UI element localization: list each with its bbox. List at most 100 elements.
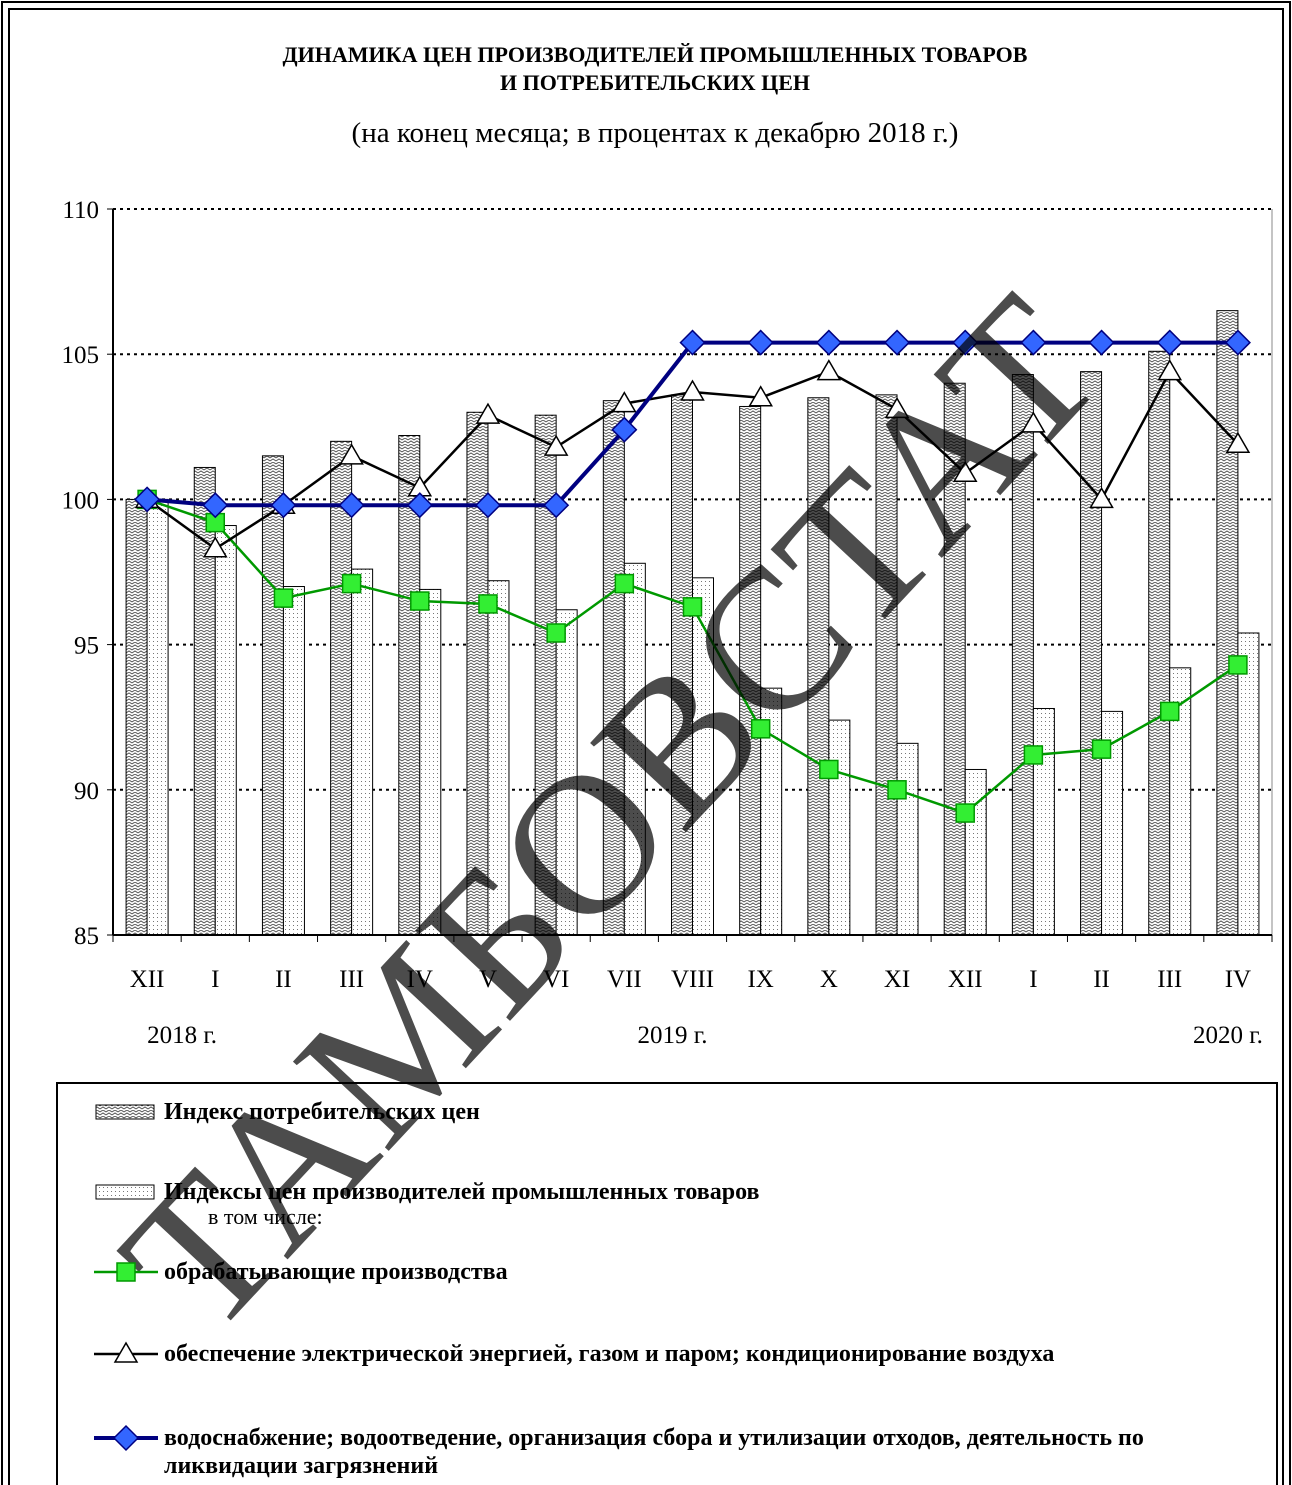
marker <box>339 443 364 465</box>
marker <box>614 573 635 594</box>
x-tick-label: VIII <box>671 966 714 993</box>
y-tick-label: 90 <box>74 778 99 805</box>
year-label: 2019 г. <box>638 1022 708 1049</box>
legend-swatch <box>94 1424 158 1452</box>
marker <box>113 1341 139 1363</box>
marker <box>1020 329 1047 356</box>
x-tick-label: I <box>211 966 219 993</box>
x-tick-label: V <box>479 966 497 993</box>
x-tick-label: IX <box>747 966 773 993</box>
marker <box>273 588 294 608</box>
marker <box>883 329 911 356</box>
bar <box>1032 707 1055 936</box>
bar <box>214 525 237 936</box>
x-tick-label: III <box>339 966 364 993</box>
marker <box>612 391 637 413</box>
x-tick-label: IV <box>407 966 433 993</box>
legend-swatch <box>95 1184 155 1200</box>
marker <box>682 597 703 617</box>
marker <box>1091 739 1112 759</box>
frame <box>8 8 1284 1485</box>
marker <box>270 492 297 519</box>
legend-label: обрабатывающие производства <box>164 1259 508 1285</box>
x-tick-label: VII <box>607 966 642 993</box>
bar <box>193 466 216 936</box>
marker <box>955 803 975 823</box>
year-label: 2018 г. <box>147 1022 217 1049</box>
x-tick-label: IV <box>1225 966 1251 993</box>
marker <box>748 385 773 407</box>
marker <box>1159 701 1180 722</box>
marker <box>134 486 161 513</box>
x-tick-label: XI <box>884 966 910 993</box>
marker <box>474 492 502 519</box>
marker <box>475 402 501 424</box>
marker <box>410 591 430 611</box>
x-tick-label: XII <box>130 966 165 993</box>
legend-swatch <box>94 1341 158 1363</box>
bar <box>125 498 148 936</box>
marker <box>1157 359 1183 381</box>
bar <box>1216 310 1239 936</box>
marker <box>816 359 842 381</box>
chart-subtitle: (на конец месяца; в процентах к декабрю … <box>352 117 959 149</box>
chart-title: И ПОТРЕБИТЕЛЬСКИХ ЦЕН <box>500 70 810 95</box>
marker <box>1228 655 1248 675</box>
marker <box>338 492 365 519</box>
marker <box>1224 329 1251 356</box>
x-tick-label: I <box>1029 966 1037 993</box>
marker <box>1089 486 1114 509</box>
bar <box>896 742 919 936</box>
bar <box>1237 632 1260 936</box>
legend-swatch <box>95 1184 155 1200</box>
bar <box>351 568 374 936</box>
marker <box>202 536 228 558</box>
legend-label: Индексы цен производителей промышленных … <box>164 1179 760 1205</box>
legend-label: водоснабжение; водоотведение, организаци… <box>164 1425 1144 1479</box>
marker <box>679 329 706 356</box>
x-tick-label: VI <box>543 966 569 993</box>
legend-label: обеспечение электрической энергией, газо… <box>164 1341 1055 1367</box>
y-tick-label: 110 <box>62 197 99 224</box>
legend-entry: водоснабжение; водоотведение, организаци… <box>94 1424 1244 1480</box>
x-tick-label: X <box>820 966 838 993</box>
marker <box>1023 745 1044 765</box>
legend-entry: обеспечение электрической энергией, газо… <box>94 1340 1244 1368</box>
marker <box>819 759 839 780</box>
marker <box>543 492 570 519</box>
marker <box>1225 431 1251 453</box>
marker <box>1088 329 1115 356</box>
marker <box>406 492 433 519</box>
y-tick-label: 100 <box>62 487 100 514</box>
bar <box>1148 350 1171 936</box>
x-tick-label: XII <box>948 966 983 993</box>
marker <box>202 492 229 519</box>
x-tick-label: III <box>1157 966 1182 993</box>
marker <box>546 623 566 643</box>
legend-entry: Индекс потребительских цен <box>94 1098 1244 1126</box>
x-tick-label: II <box>275 966 292 993</box>
legend-entry: обрабатывающие производства <box>94 1258 1244 1286</box>
marker <box>884 396 910 419</box>
marker <box>1021 411 1046 433</box>
marker <box>680 379 705 401</box>
y-tick-label: 95 <box>74 633 99 660</box>
marker <box>341 573 362 594</box>
legend-swatch <box>94 1262 158 1282</box>
marker <box>543 434 569 456</box>
marker <box>611 416 638 443</box>
bar <box>964 768 987 936</box>
bar <box>828 719 851 936</box>
marker <box>116 1262 136 1282</box>
legend-note: в том числе: <box>208 1204 323 1229</box>
chart-title: ДИНАМИКА ЦЕН ПРОИЗВОДИТЕЛЕЙ ПРОМЫШЛЕННЫХ… <box>283 42 1028 67</box>
marker <box>952 460 978 483</box>
marker <box>478 594 498 614</box>
legend-label: Индекс потребительских цен <box>164 1099 480 1125</box>
bar <box>282 586 305 936</box>
marker <box>112 1424 140 1452</box>
year-label: 2020 г. <box>1193 1022 1263 1049</box>
marker <box>1156 329 1183 356</box>
